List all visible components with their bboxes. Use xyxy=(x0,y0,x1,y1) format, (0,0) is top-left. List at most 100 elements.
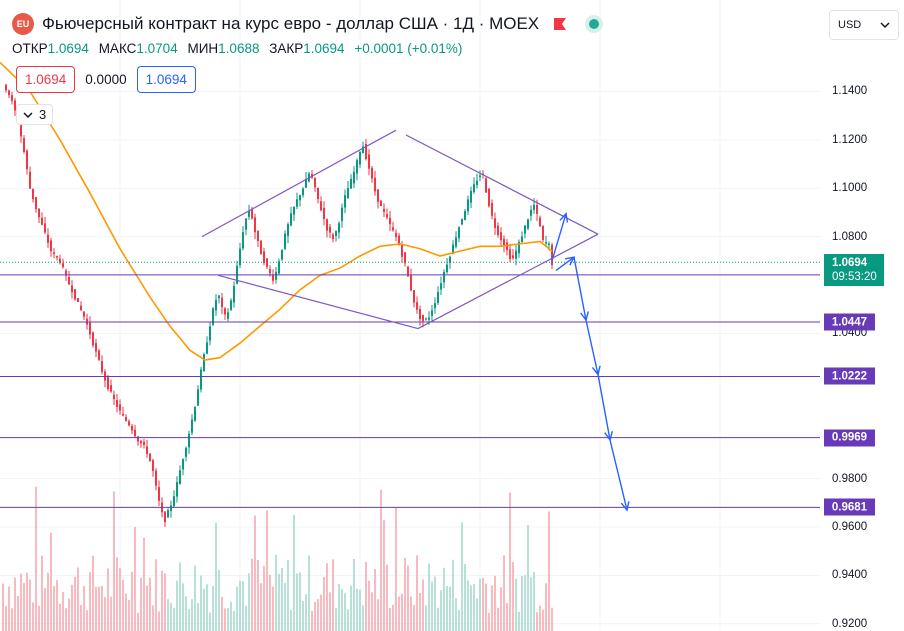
volume-bar xyxy=(383,520,385,631)
candle-body xyxy=(317,187,319,200)
buy-button[interactable]: 1.0694 xyxy=(136,66,196,93)
currency-select[interactable]: USD xyxy=(829,10,899,40)
volume-bar xyxy=(338,583,340,631)
volume-bar xyxy=(11,608,13,631)
candle-body xyxy=(509,249,511,260)
candle-body xyxy=(68,277,70,285)
candle-body xyxy=(224,308,226,315)
volume-bar xyxy=(395,507,397,631)
volume-bar xyxy=(356,588,358,631)
flag-icon[interactable] xyxy=(553,17,567,31)
volume-bar xyxy=(335,607,337,631)
candle-body xyxy=(395,233,397,238)
volume-bar xyxy=(470,585,472,631)
pattern-line xyxy=(417,233,599,330)
candle-body xyxy=(158,487,160,501)
volume-bar xyxy=(329,592,331,631)
volume-bar xyxy=(449,586,451,631)
sell-button[interactable]: 1.0694 xyxy=(16,66,76,93)
candle-body xyxy=(11,95,13,101)
volume-bar xyxy=(152,605,154,631)
candle-body xyxy=(50,240,52,252)
candle-body xyxy=(38,208,40,218)
volume-bar xyxy=(5,606,7,631)
candle-body xyxy=(209,326,211,341)
candle-body xyxy=(8,90,10,96)
candle-body xyxy=(146,446,148,455)
candle-body xyxy=(119,404,121,411)
volume-bar xyxy=(185,596,187,631)
volume-bar xyxy=(299,572,301,631)
volume-bar xyxy=(479,578,481,631)
candle-body xyxy=(221,297,223,308)
volume-bar xyxy=(311,610,313,631)
volume-bar xyxy=(443,567,445,631)
candle-body xyxy=(365,144,367,159)
candle-body xyxy=(455,237,457,247)
candle-body xyxy=(200,369,202,390)
volume-bar xyxy=(551,607,553,631)
candle-body xyxy=(239,248,241,266)
candle-body xyxy=(353,171,355,184)
candle-body xyxy=(356,160,358,174)
volume-bar xyxy=(548,511,550,631)
candle-body xyxy=(314,177,316,188)
candle-body xyxy=(155,470,157,486)
volume-bar xyxy=(104,597,106,631)
volume-bar xyxy=(314,601,316,631)
volume-bar xyxy=(485,583,487,631)
low-value: 1.0688 xyxy=(218,41,260,56)
volume-bar xyxy=(527,525,529,631)
volume-bar xyxy=(521,576,523,631)
candle-body xyxy=(137,436,139,442)
candle-body xyxy=(347,188,349,199)
candle-body xyxy=(491,203,493,216)
candle-body xyxy=(404,252,406,264)
candle-body xyxy=(44,223,46,233)
volume-bar xyxy=(467,580,469,631)
volume-bar xyxy=(176,580,178,631)
last-price-tag: 1.0694 09:53:20 xyxy=(824,254,884,287)
indicators-toggle-button[interactable]: 3 xyxy=(16,104,54,125)
candle-body xyxy=(458,227,460,239)
candle-body xyxy=(218,295,220,299)
candle-body xyxy=(410,275,412,291)
candle-body xyxy=(128,421,130,426)
pattern-line xyxy=(405,134,599,235)
volume-bar xyxy=(200,575,202,631)
volume-bar xyxy=(374,569,376,631)
axis-tick-label: 0.9400 xyxy=(832,569,868,582)
volume-bar xyxy=(482,577,484,631)
volume-bar xyxy=(323,577,325,631)
candle-body xyxy=(176,482,178,497)
candle-body xyxy=(413,290,415,303)
candle-body xyxy=(479,175,481,178)
candle-body xyxy=(116,399,118,407)
volume-bar xyxy=(452,559,454,631)
volume-bar xyxy=(71,584,73,631)
spread-value: 0.0000 xyxy=(85,72,127,87)
volume-bar xyxy=(32,602,34,631)
symbol-title[interactable]: Фьючерсный контракт на курс евро - долла… xyxy=(42,14,540,33)
symbol-logo: EU xyxy=(12,13,34,35)
volume-bar xyxy=(359,589,361,631)
candle-body xyxy=(488,188,490,207)
candle-body xyxy=(452,244,454,254)
candle-body xyxy=(368,154,370,169)
volume-bar xyxy=(461,522,463,631)
volume-bar xyxy=(380,489,382,631)
candle-body xyxy=(524,225,526,234)
volume-bar xyxy=(401,593,403,631)
candle-body xyxy=(506,242,508,251)
candle-body xyxy=(20,119,22,137)
volume-bar xyxy=(41,555,43,631)
candle-body xyxy=(59,258,61,263)
candle-body xyxy=(263,251,265,264)
volume-bar xyxy=(65,608,67,631)
candle-body xyxy=(350,178,352,189)
volume-bar xyxy=(158,611,160,631)
volume-bar xyxy=(125,593,127,631)
candle-body xyxy=(332,234,334,240)
volume-bar xyxy=(242,581,244,631)
